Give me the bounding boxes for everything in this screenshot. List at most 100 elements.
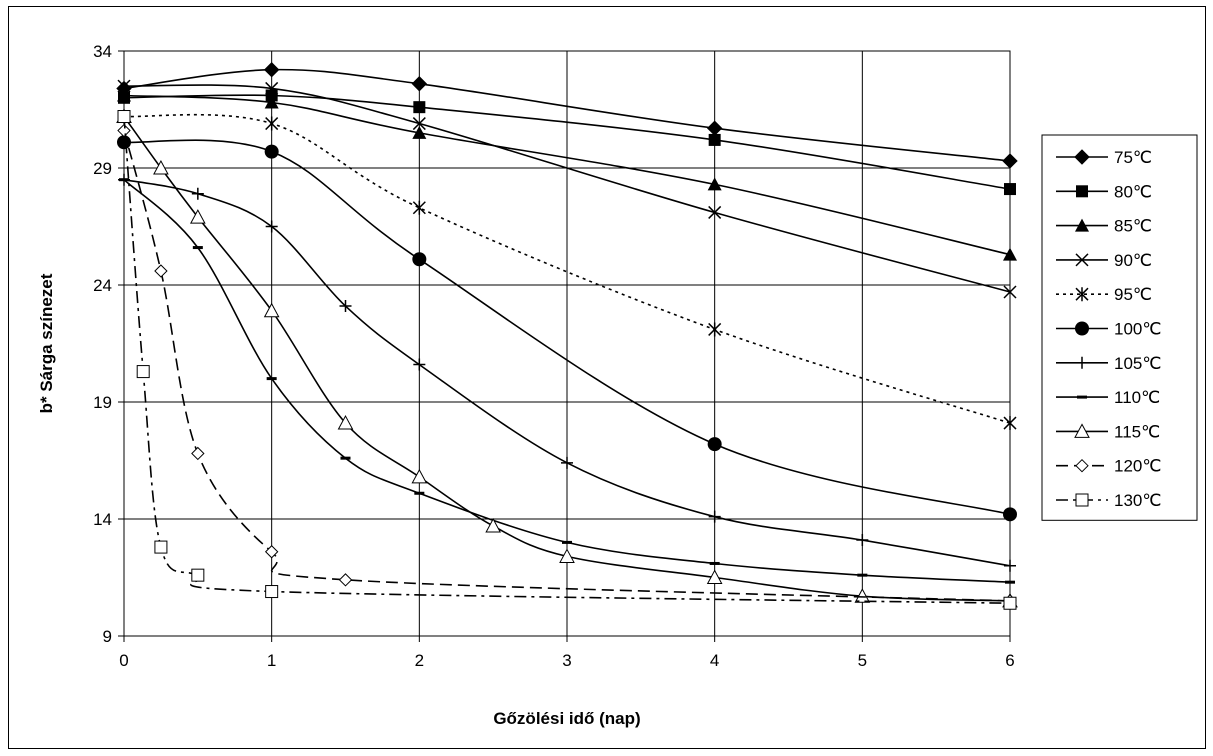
data-point <box>264 545 279 559</box>
data-point <box>266 377 277 381</box>
data-point <box>117 79 131 93</box>
data-point <box>708 133 721 146</box>
data-point <box>117 123 131 138</box>
x-tick-label: 5 <box>858 651 867 670</box>
legend-label: 105℃ <box>1114 354 1161 373</box>
legend-item: 80℃ <box>1056 182 1152 201</box>
data-point <box>1003 285 1017 299</box>
data-point <box>136 365 150 379</box>
data-point <box>191 568 205 582</box>
data-point <box>413 358 426 371</box>
data-point <box>1003 247 1017 261</box>
data-point <box>117 135 131 150</box>
legend-label: 90℃ <box>1114 251 1152 270</box>
data-point <box>414 491 425 495</box>
x-tick-label: 3 <box>562 651 571 670</box>
data-point <box>707 437 722 452</box>
data-point <box>707 177 722 191</box>
y-tick-label: 9 <box>103 627 112 646</box>
x-tick-label: 6 <box>1005 651 1014 670</box>
legend-marker <box>1074 149 1090 165</box>
data-point <box>412 252 427 267</box>
x-tick-label: 2 <box>415 651 424 670</box>
legend-box <box>1041 134 1198 521</box>
legend-marker <box>1075 218 1089 232</box>
data-point <box>559 548 575 563</box>
legend-label: 120℃ <box>1114 457 1161 476</box>
data-point <box>119 178 129 182</box>
data-point <box>265 585 279 599</box>
data-point <box>709 561 720 565</box>
data-point <box>1004 559 1016 572</box>
legend-marker <box>1075 493 1089 507</box>
legend-label: 75℃ <box>1114 148 1152 167</box>
data-point <box>263 302 280 318</box>
legend-marker <box>1077 395 1087 399</box>
legend-label: 85℃ <box>1114 217 1152 236</box>
data-point <box>340 456 351 460</box>
legend-item: 105℃ <box>1056 354 1161 373</box>
data-point <box>1003 507 1017 522</box>
y-tick-label: 34 <box>93 42 112 61</box>
data-point <box>264 144 279 159</box>
legend-label: 100℃ <box>1114 320 1161 339</box>
data-point <box>706 569 723 584</box>
data-point <box>264 95 279 109</box>
data-point <box>562 540 572 544</box>
legend-item: 100℃ <box>1056 320 1161 339</box>
series-line <box>123 94 1011 190</box>
y-axis-title: b* Sárga színezet <box>37 273 56 413</box>
legend-label: 115℃ <box>1114 422 1160 441</box>
legend: 75℃ 80℃ 85℃ 90℃ 95℃ 100℃ 105℃ 110℃ 115℃ 120℃ 130℃ <box>1041 134 1198 521</box>
data-point <box>154 540 168 554</box>
data-point <box>708 322 722 337</box>
series-130℃ <box>117 110 1017 610</box>
data-point <box>411 76 428 92</box>
data-point <box>192 246 203 250</box>
y-tick-label: 14 <box>93 510 112 529</box>
series-line <box>123 139 1011 516</box>
series-group <box>116 62 1018 610</box>
legend-label: 95℃ <box>1114 285 1152 304</box>
data-point <box>708 510 721 523</box>
series-85℃ <box>117 88 1017 261</box>
data-point <box>265 220 278 233</box>
legend-marker <box>1076 185 1088 198</box>
series-line <box>123 179 1011 583</box>
y-tick-label: 24 <box>93 276 112 295</box>
data-point <box>1005 580 1015 584</box>
data-point <box>189 209 206 224</box>
series-line <box>123 94 1011 256</box>
data-point <box>412 200 426 215</box>
series-100℃ <box>117 135 1017 522</box>
legend-marker <box>1074 423 1090 438</box>
legend-item: 90℃ <box>1056 251 1152 270</box>
series-line <box>123 113 1011 424</box>
legend-label: 80℃ <box>1114 182 1152 201</box>
data-point <box>339 300 352 313</box>
data-point <box>263 62 280 78</box>
data-point <box>1003 416 1017 431</box>
series-line <box>123 68 1011 162</box>
legend-item: 115℃ <box>1056 422 1160 441</box>
data-point <box>485 517 502 533</box>
data-point <box>1003 596 1017 610</box>
data-point <box>561 456 573 469</box>
legend-marker <box>1076 356 1088 369</box>
series-80℃ <box>118 89 1016 196</box>
legend-marker <box>1075 287 1089 302</box>
y-tick-label: 19 <box>93 393 112 412</box>
data-point <box>191 187 204 200</box>
data-point <box>337 415 354 430</box>
x-tick-label: 0 <box>119 651 128 670</box>
data-point <box>413 101 426 114</box>
legend-marker <box>1075 253 1089 267</box>
data-point <box>153 159 169 175</box>
data-point <box>191 446 205 461</box>
legend-item: 120℃ <box>1056 457 1161 476</box>
data-point <box>265 116 279 131</box>
data-point <box>1004 183 1016 196</box>
data-point <box>857 573 868 577</box>
